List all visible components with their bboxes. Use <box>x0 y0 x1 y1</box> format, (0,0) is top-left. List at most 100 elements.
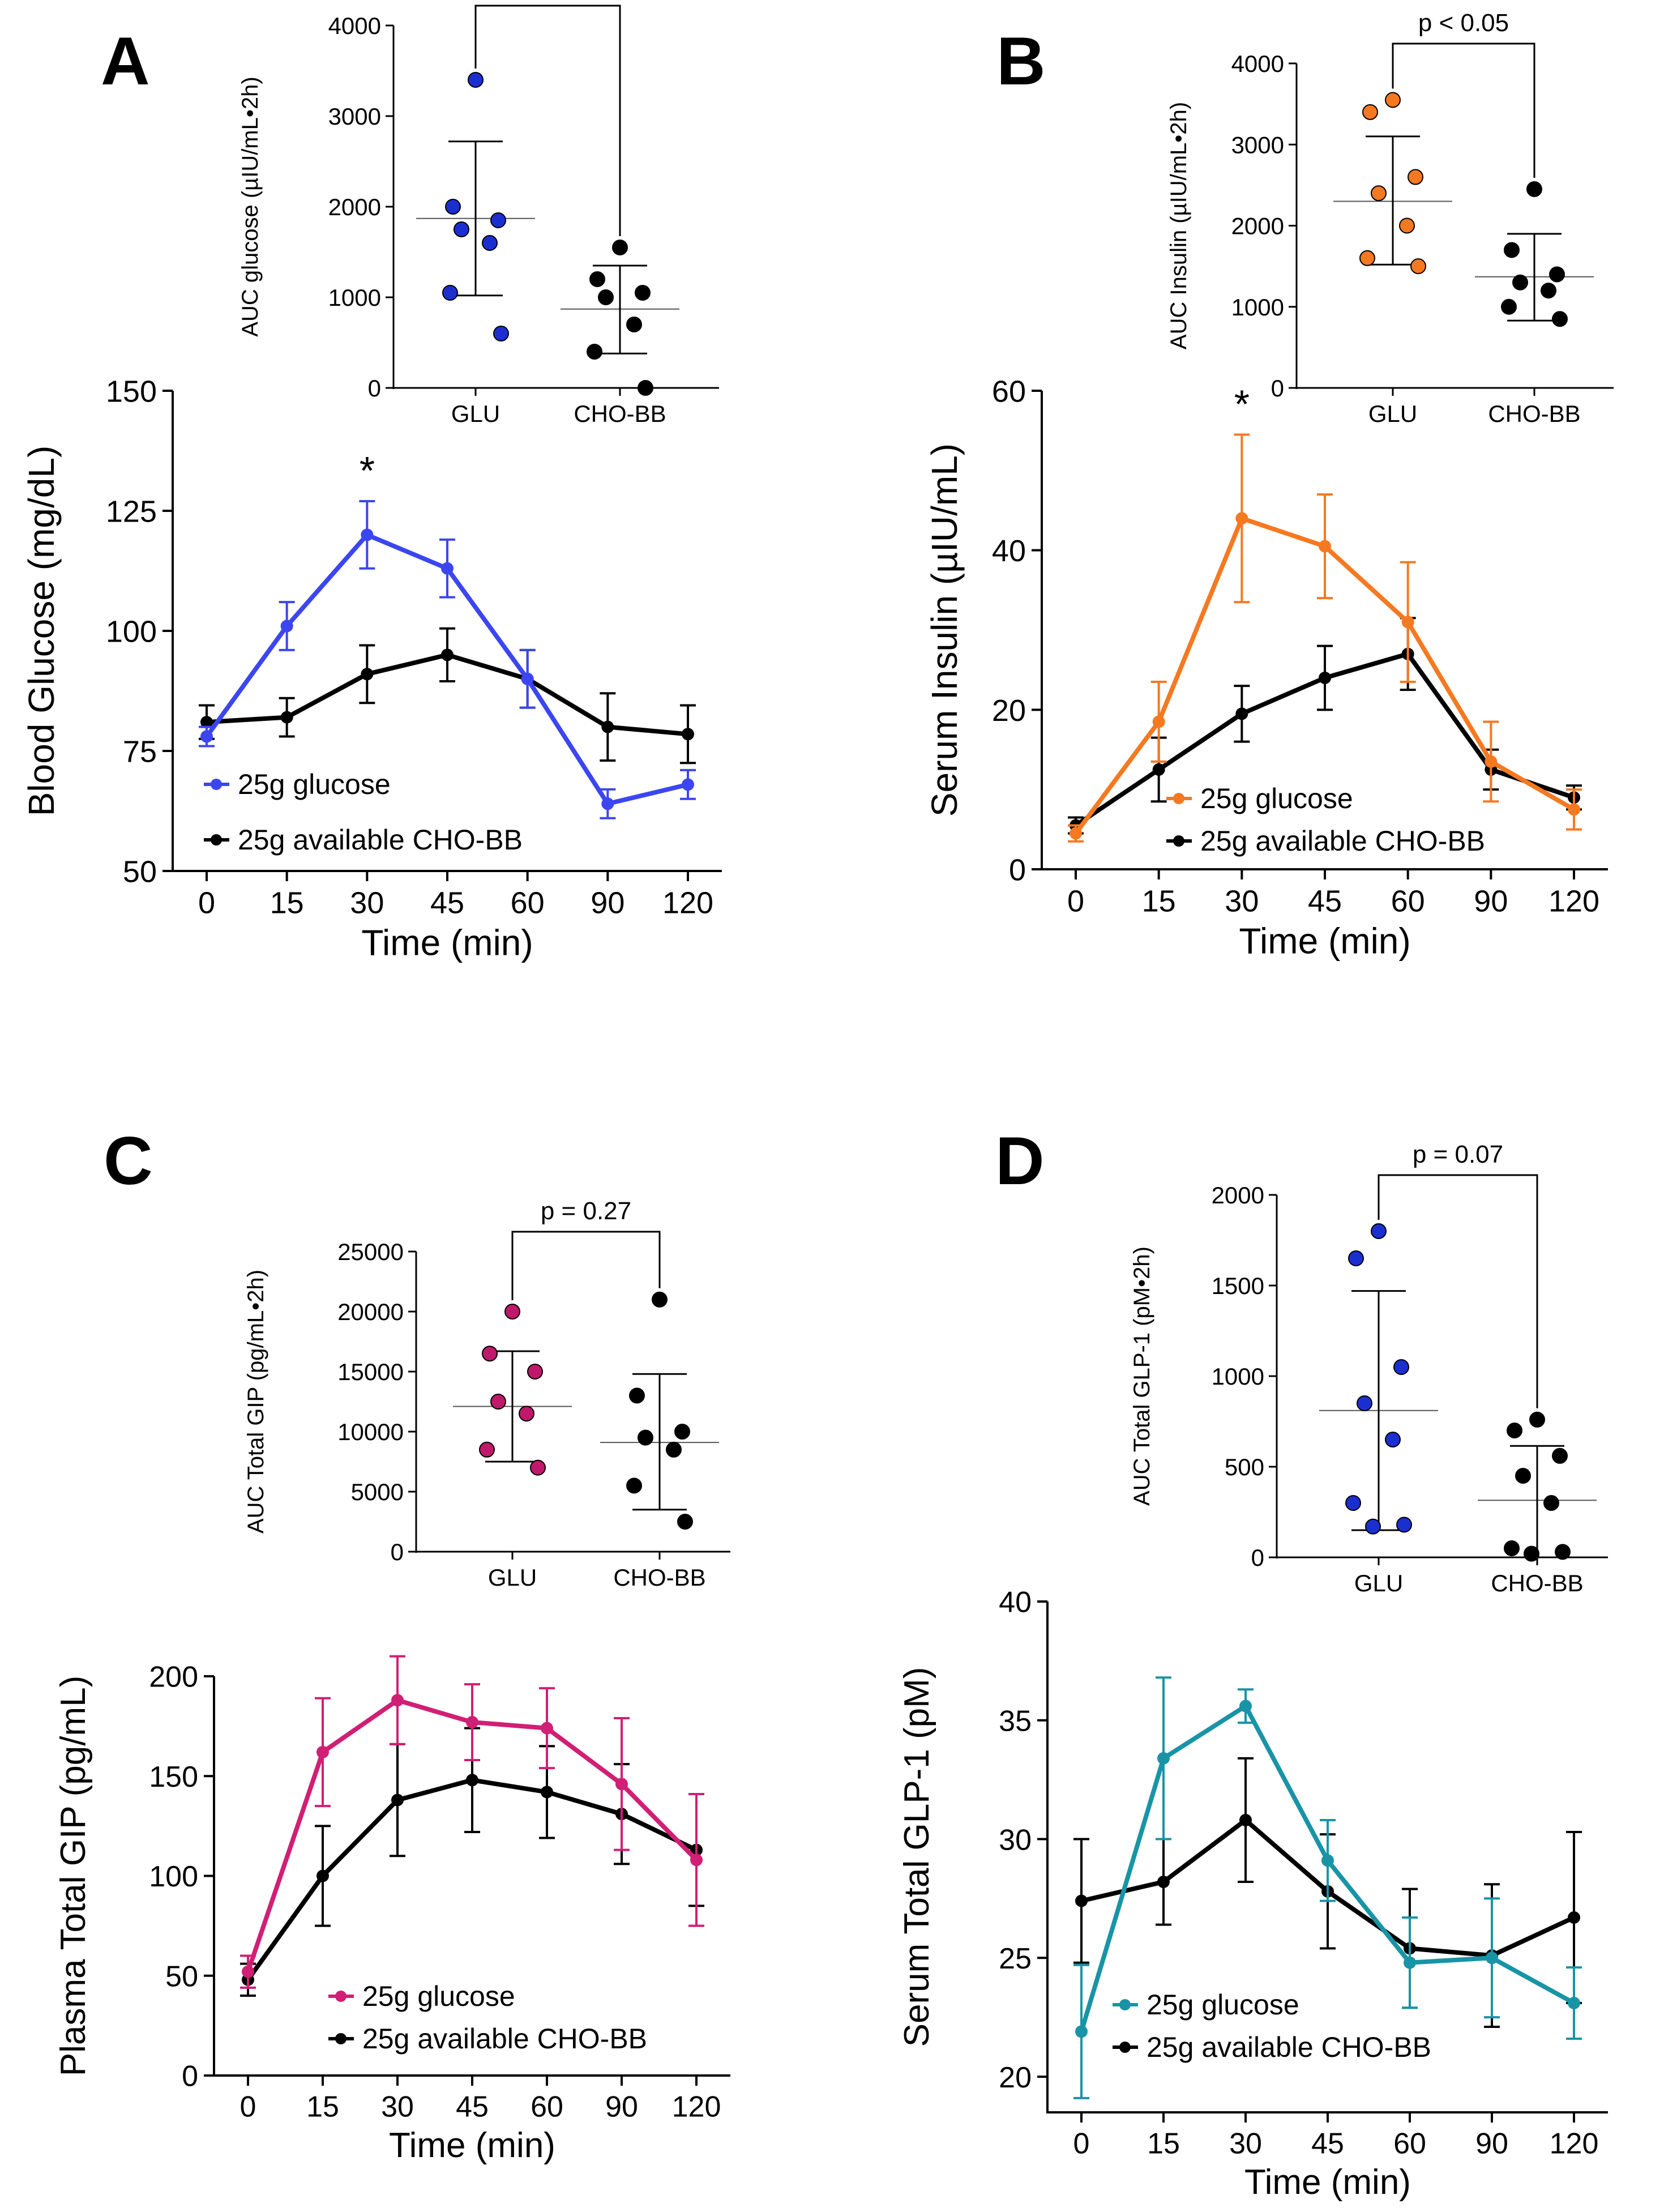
A_main-y-tick-label: 150 <box>106 374 157 408</box>
A_auc-x-tick-label: GLU <box>451 400 500 427</box>
B_main-data-point <box>1568 803 1580 816</box>
B_main-data-point <box>1319 540 1331 553</box>
B_auc-data-point <box>1399 217 1415 234</box>
A_main-significance-star: * <box>360 449 375 493</box>
C_auc-data-point <box>629 1387 645 1404</box>
D_auc-x-tick-label: CHO-BB <box>1491 1570 1583 1596</box>
panel-letter-b: B <box>996 23 1046 99</box>
B_main-x-tick-label: 60 <box>1391 885 1425 919</box>
A_main-x-tick-label: 45 <box>430 886 464 920</box>
A_auc-data-point <box>626 317 642 332</box>
A_auc-data-point <box>589 271 605 287</box>
A_main-legend-marker <box>211 779 222 790</box>
B_main-data-point <box>1401 616 1414 629</box>
A_main-x-tick-label: 60 <box>511 886 545 920</box>
A_auc-data-point <box>442 285 458 301</box>
D_main-x-tick-label: 0 <box>1073 2128 1090 2160</box>
A_main-y-tick-label: 75 <box>123 735 157 768</box>
B_auc-data-point <box>1541 283 1556 299</box>
A_auc-data-point <box>638 380 653 396</box>
C_auc-data-point <box>638 1429 653 1446</box>
B_main-y-axis-label: Serum Insulin (µIU/mL) <box>924 443 965 817</box>
D_main-x-tick-label: 120 <box>1550 2128 1599 2160</box>
A_auc-data-point <box>490 212 506 228</box>
C_auc-y-tick-label: 15000 <box>337 1359 404 1385</box>
B_auc-data-point <box>1549 266 1565 283</box>
B_auc-data-point <box>1408 169 1423 185</box>
C_main-y-tick-label: 100 <box>149 1860 198 1893</box>
C_main-data-point <box>391 1694 404 1707</box>
C_main-data-point <box>466 1774 478 1787</box>
A_main-y-tick-label: 125 <box>106 494 157 528</box>
A_main-x-axis-label: Time (min) <box>361 922 533 963</box>
D_main-data-point <box>1075 1894 1088 1907</box>
D_auc-y-tick-label: 1000 <box>1212 1363 1264 1390</box>
C_main-x-tick-label: 45 <box>456 2091 489 2124</box>
A_main-y-axis-label: Blood Glucose (mg/dL) <box>21 446 62 817</box>
D_main-data-point <box>1239 1699 1252 1713</box>
D_main-y-axis-label: Serum Total GLP-1 (pM) <box>897 1667 936 2047</box>
B_main-significance-star: * <box>1234 382 1250 426</box>
D_main-x-tick-label: 90 <box>1475 2128 1508 2160</box>
A_main-data-point <box>682 778 694 791</box>
C_main-legend-marker <box>335 2033 347 2044</box>
D_auc-significance-bracket <box>1378 1174 1538 1408</box>
B_auc-significance-bracket <box>1392 42 1535 178</box>
D_auc-y-tick-label: 1500 <box>1212 1272 1264 1299</box>
A_auc-data-point <box>635 285 651 301</box>
A_auc-y-tick-label: 1000 <box>328 284 381 311</box>
B_main-legend-label: 25g available CHO-BB <box>1200 825 1485 857</box>
D_main-data-point <box>1157 1752 1170 1765</box>
A_main-data-point <box>601 797 614 810</box>
B_auc-y-axis-label: AUC Insulin (µIU/mL•2h) <box>1166 102 1191 349</box>
C_main-data-point <box>541 1786 553 1799</box>
D_main-legend-label: 25g available CHO-BB <box>1147 2031 1431 2063</box>
C_auc-y-tick-label: 25000 <box>337 1239 404 1265</box>
D_main-y-tick-label: 35 <box>999 1705 1032 1737</box>
D_auc-data-point <box>1524 1545 1539 1562</box>
A_main-data-point <box>280 711 293 724</box>
B_auc-data-point <box>1526 181 1542 198</box>
A_auc-data-point <box>468 72 484 88</box>
D_main-y-tick-label: 40 <box>999 1586 1032 1619</box>
C_main-x-tick-label: 0 <box>240 2091 256 2124</box>
C_main-data-point <box>541 1722 553 1735</box>
D_main-legend-label: 25g glucose <box>1147 1989 1299 2021</box>
B_main-data-point <box>1235 512 1248 525</box>
panel-letter-d: D <box>995 1123 1045 1199</box>
B_auc-y-tick-label: 1000 <box>1231 294 1284 321</box>
A_main-data-point <box>280 620 293 633</box>
C_auc-x-tick-label: CHO-BB <box>613 1564 705 1591</box>
D_main-y-tick-label: 30 <box>999 1824 1032 1856</box>
B_auc-data-point <box>1512 274 1528 291</box>
C_main-x-tick-label: 90 <box>605 2091 638 2124</box>
C_main-y-tick-label: 50 <box>165 1960 198 1993</box>
A_main-data-point <box>601 720 614 733</box>
A_main-data-point <box>441 562 454 575</box>
D_auc-p-value: p = 0.07 <box>1413 1141 1503 1168</box>
D_main-x-tick-label: 15 <box>1147 2128 1180 2160</box>
B_auc-data-point <box>1385 92 1401 108</box>
D_auc-data-point <box>1345 1495 1361 1511</box>
B_auc-data-point <box>1362 104 1378 120</box>
A_main-y-tick-label: 50 <box>123 855 157 889</box>
C_main-x-tick-label: 15 <box>306 2091 339 2124</box>
D_main-x-axis-label: Time (min) <box>1244 2163 1411 2202</box>
D_auc-data-point <box>1385 1432 1401 1447</box>
B_main-legend-marker <box>1173 835 1184 847</box>
A_auc-data-point <box>454 221 469 237</box>
B_main-x-tick-label: 15 <box>1142 885 1176 919</box>
D_auc-data-point <box>1393 1359 1409 1375</box>
C_auc-significance-bracket <box>511 1231 661 1300</box>
D_main-y-tick-label: 20 <box>999 2061 1032 2094</box>
C_auc-data-point <box>519 1406 534 1422</box>
C_main-x-tick-label: 30 <box>381 2091 414 2124</box>
A_auc-data-point <box>587 344 602 360</box>
B_main-data-point <box>1152 715 1165 728</box>
A_main-data-point <box>361 668 374 681</box>
C_auc-data-point <box>490 1394 506 1410</box>
panel-letter-c: C <box>104 1123 153 1199</box>
B_main-y-tick-label: 60 <box>992 374 1026 408</box>
C_auc-y-tick-label: 10000 <box>337 1419 404 1445</box>
